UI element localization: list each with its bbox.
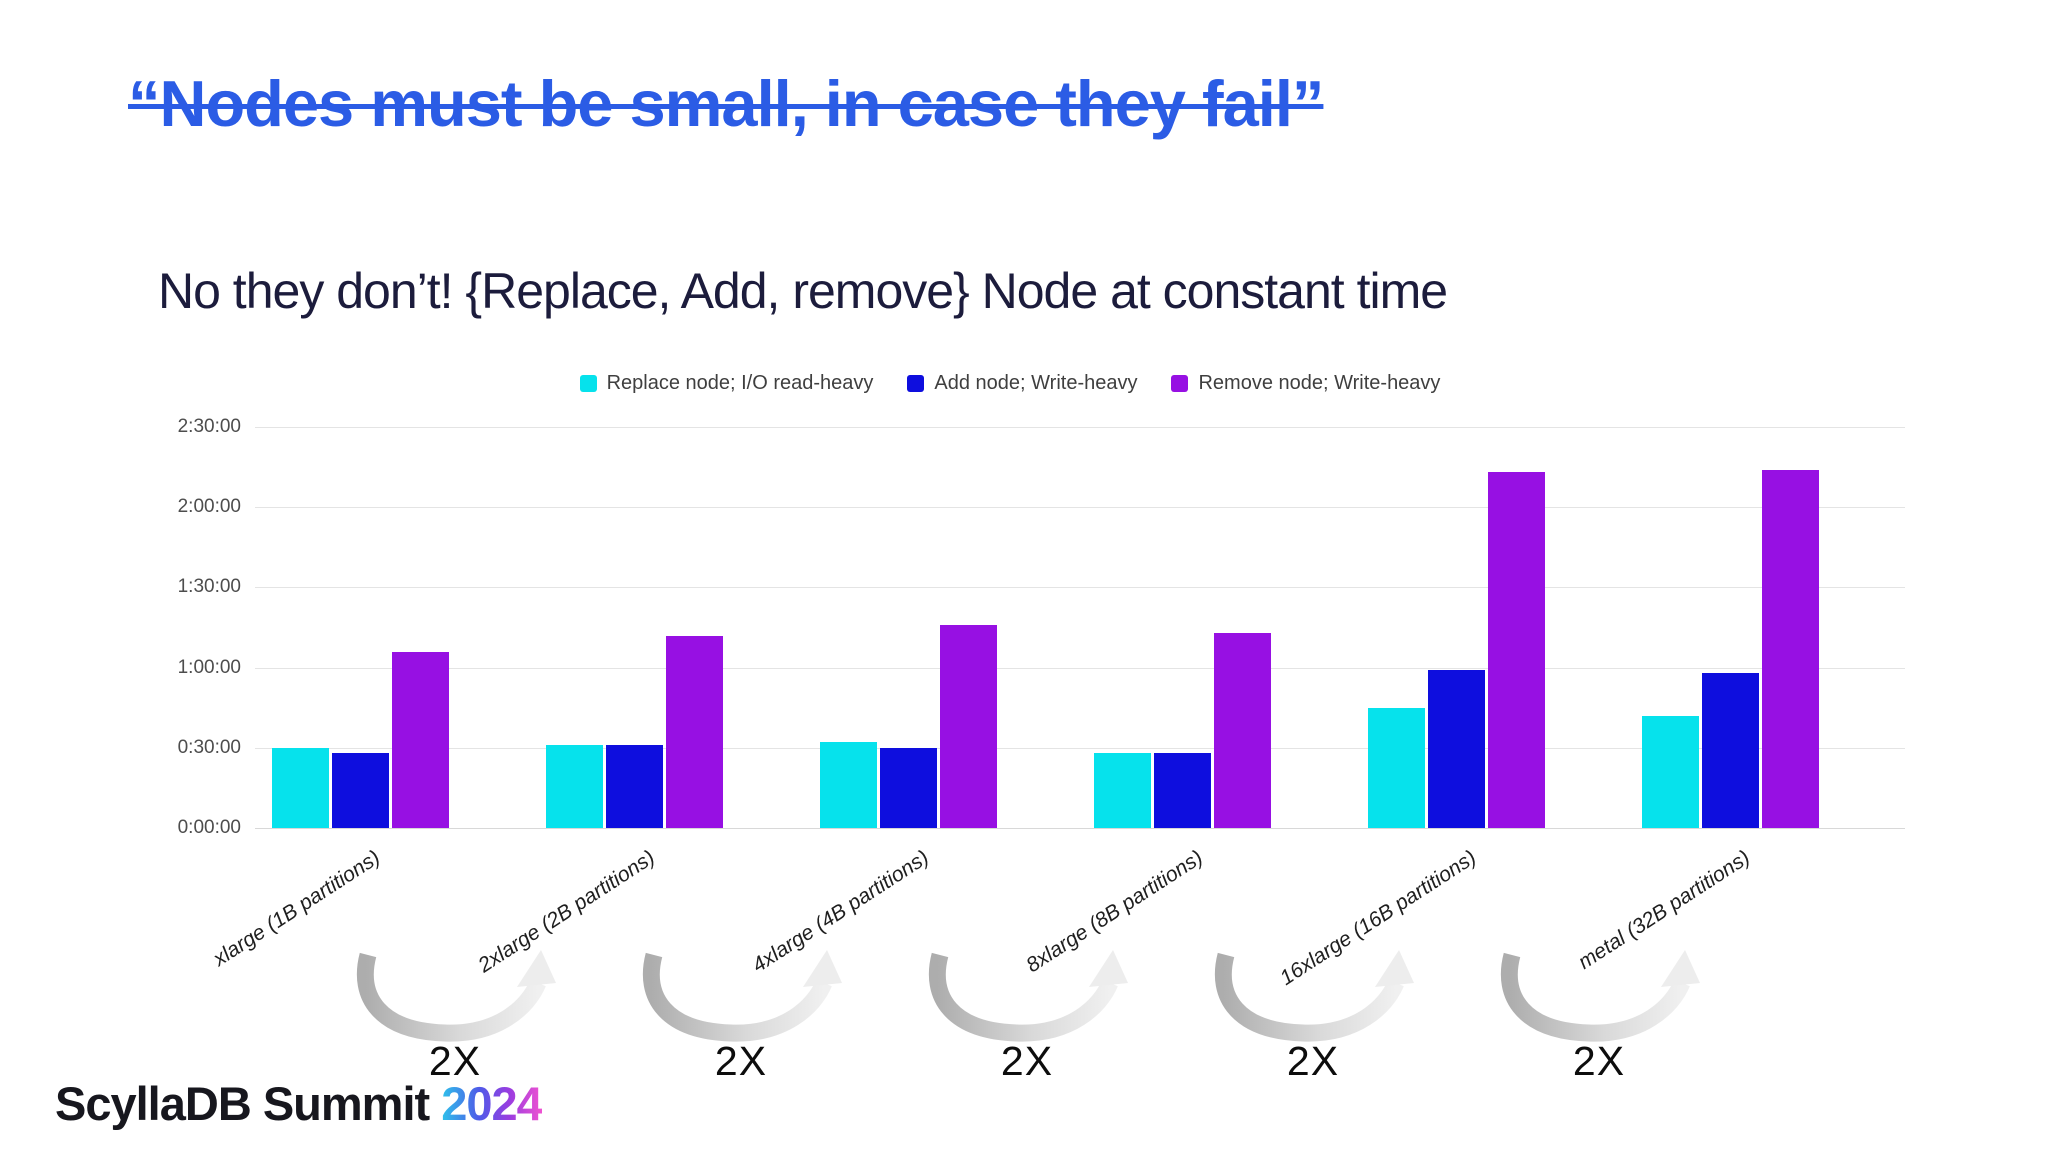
bar-group xyxy=(1094,633,1271,828)
scale-factor-label: 2X xyxy=(1000,1038,1054,1084)
y-axis-tick-label: 0:00:00 xyxy=(177,817,241,838)
scale-factor-label: 2X xyxy=(428,1038,482,1084)
bar-add-node xyxy=(1154,753,1211,828)
brand-name: ScyllaDB Summit xyxy=(55,1077,430,1130)
bar-group xyxy=(272,652,449,828)
scale-factor-label: 2X xyxy=(1572,1038,1626,1084)
gridline xyxy=(255,828,1905,829)
footer-logo: ScyllaDB Summit 2024 xyxy=(55,1076,543,1131)
bar-remove-node xyxy=(392,652,449,828)
bar-add-node xyxy=(606,745,663,828)
legend-item: Remove node; Write-heavy xyxy=(1171,372,1440,395)
legend-color-swatch-icon xyxy=(907,375,925,392)
legend-label: Add node; Write-heavy xyxy=(934,372,1138,394)
legend-color-swatch-icon xyxy=(1171,375,1189,392)
legend-label: Remove node; Write-heavy xyxy=(1198,372,1441,394)
bar-replace-node xyxy=(1642,716,1699,828)
legend-color-swatch-icon xyxy=(579,375,597,392)
bar-add-node xyxy=(880,748,937,828)
scale-arrow-icon xyxy=(1494,945,1704,1045)
chart-plot-area: 2:30:00 2:00:00 1:30:00 1:00:00 0:30:00 0:00:… xyxy=(178,416,1905,838)
bar-replace-node xyxy=(1368,708,1425,828)
legend-label: Replace node; I/O read-heavy xyxy=(606,372,874,394)
scale-arrow-icon xyxy=(1208,945,1418,1045)
bar-remove-node xyxy=(1762,470,1819,828)
bar-remove-node xyxy=(666,636,723,828)
y-axis-tick-label: 0:30:00 xyxy=(177,737,241,758)
chart-legend: Replace node; I/O read-heavy Add node; Wr… xyxy=(115,372,1905,395)
bar-add-node xyxy=(1702,673,1759,828)
legend-item: Replace node; I/O read-heavy xyxy=(579,372,874,395)
bar-group xyxy=(1368,472,1545,828)
legend-item: Add node; Write-heavy xyxy=(907,372,1137,395)
y-axis-tick-label: 1:00:00 xyxy=(177,657,241,678)
scale-arrow-icon xyxy=(636,945,846,1045)
scale-factor-label: 2X xyxy=(1286,1038,1340,1084)
scale-arrow-icon xyxy=(922,945,1132,1045)
bar-group xyxy=(820,625,997,828)
gridline xyxy=(255,587,1905,588)
y-axis-tick-label: 2:00:00 xyxy=(177,496,241,517)
scale-factor-label: 2X xyxy=(714,1038,768,1084)
slide-title: “Nodes must be small, in case they fail” xyxy=(128,67,1324,140)
scale-arrow-icon xyxy=(350,945,560,1045)
bar-add-node xyxy=(1428,670,1485,828)
bar-remove-node xyxy=(940,625,997,828)
bar-remove-node xyxy=(1214,633,1271,828)
bar-replace-node xyxy=(272,748,329,828)
bar-replace-node xyxy=(820,742,877,828)
slide-subtitle: No they don’t! {Replace, Add, remove} No… xyxy=(158,263,1448,319)
gridline xyxy=(255,748,1905,749)
bar-replace-node xyxy=(1094,753,1151,828)
bar-add-node xyxy=(332,753,389,828)
gridline xyxy=(255,427,1905,428)
brand-year: 2024 xyxy=(441,1077,543,1130)
gridline xyxy=(255,668,1905,669)
bar-group xyxy=(546,636,723,828)
y-axis-tick-label: 2:30:00 xyxy=(177,416,241,437)
bar-remove-node xyxy=(1488,472,1545,828)
y-axis-tick-label: 1:30:00 xyxy=(177,576,241,597)
bar-replace-node xyxy=(546,745,603,828)
bar-group xyxy=(1642,470,1819,828)
gridline xyxy=(255,507,1905,508)
